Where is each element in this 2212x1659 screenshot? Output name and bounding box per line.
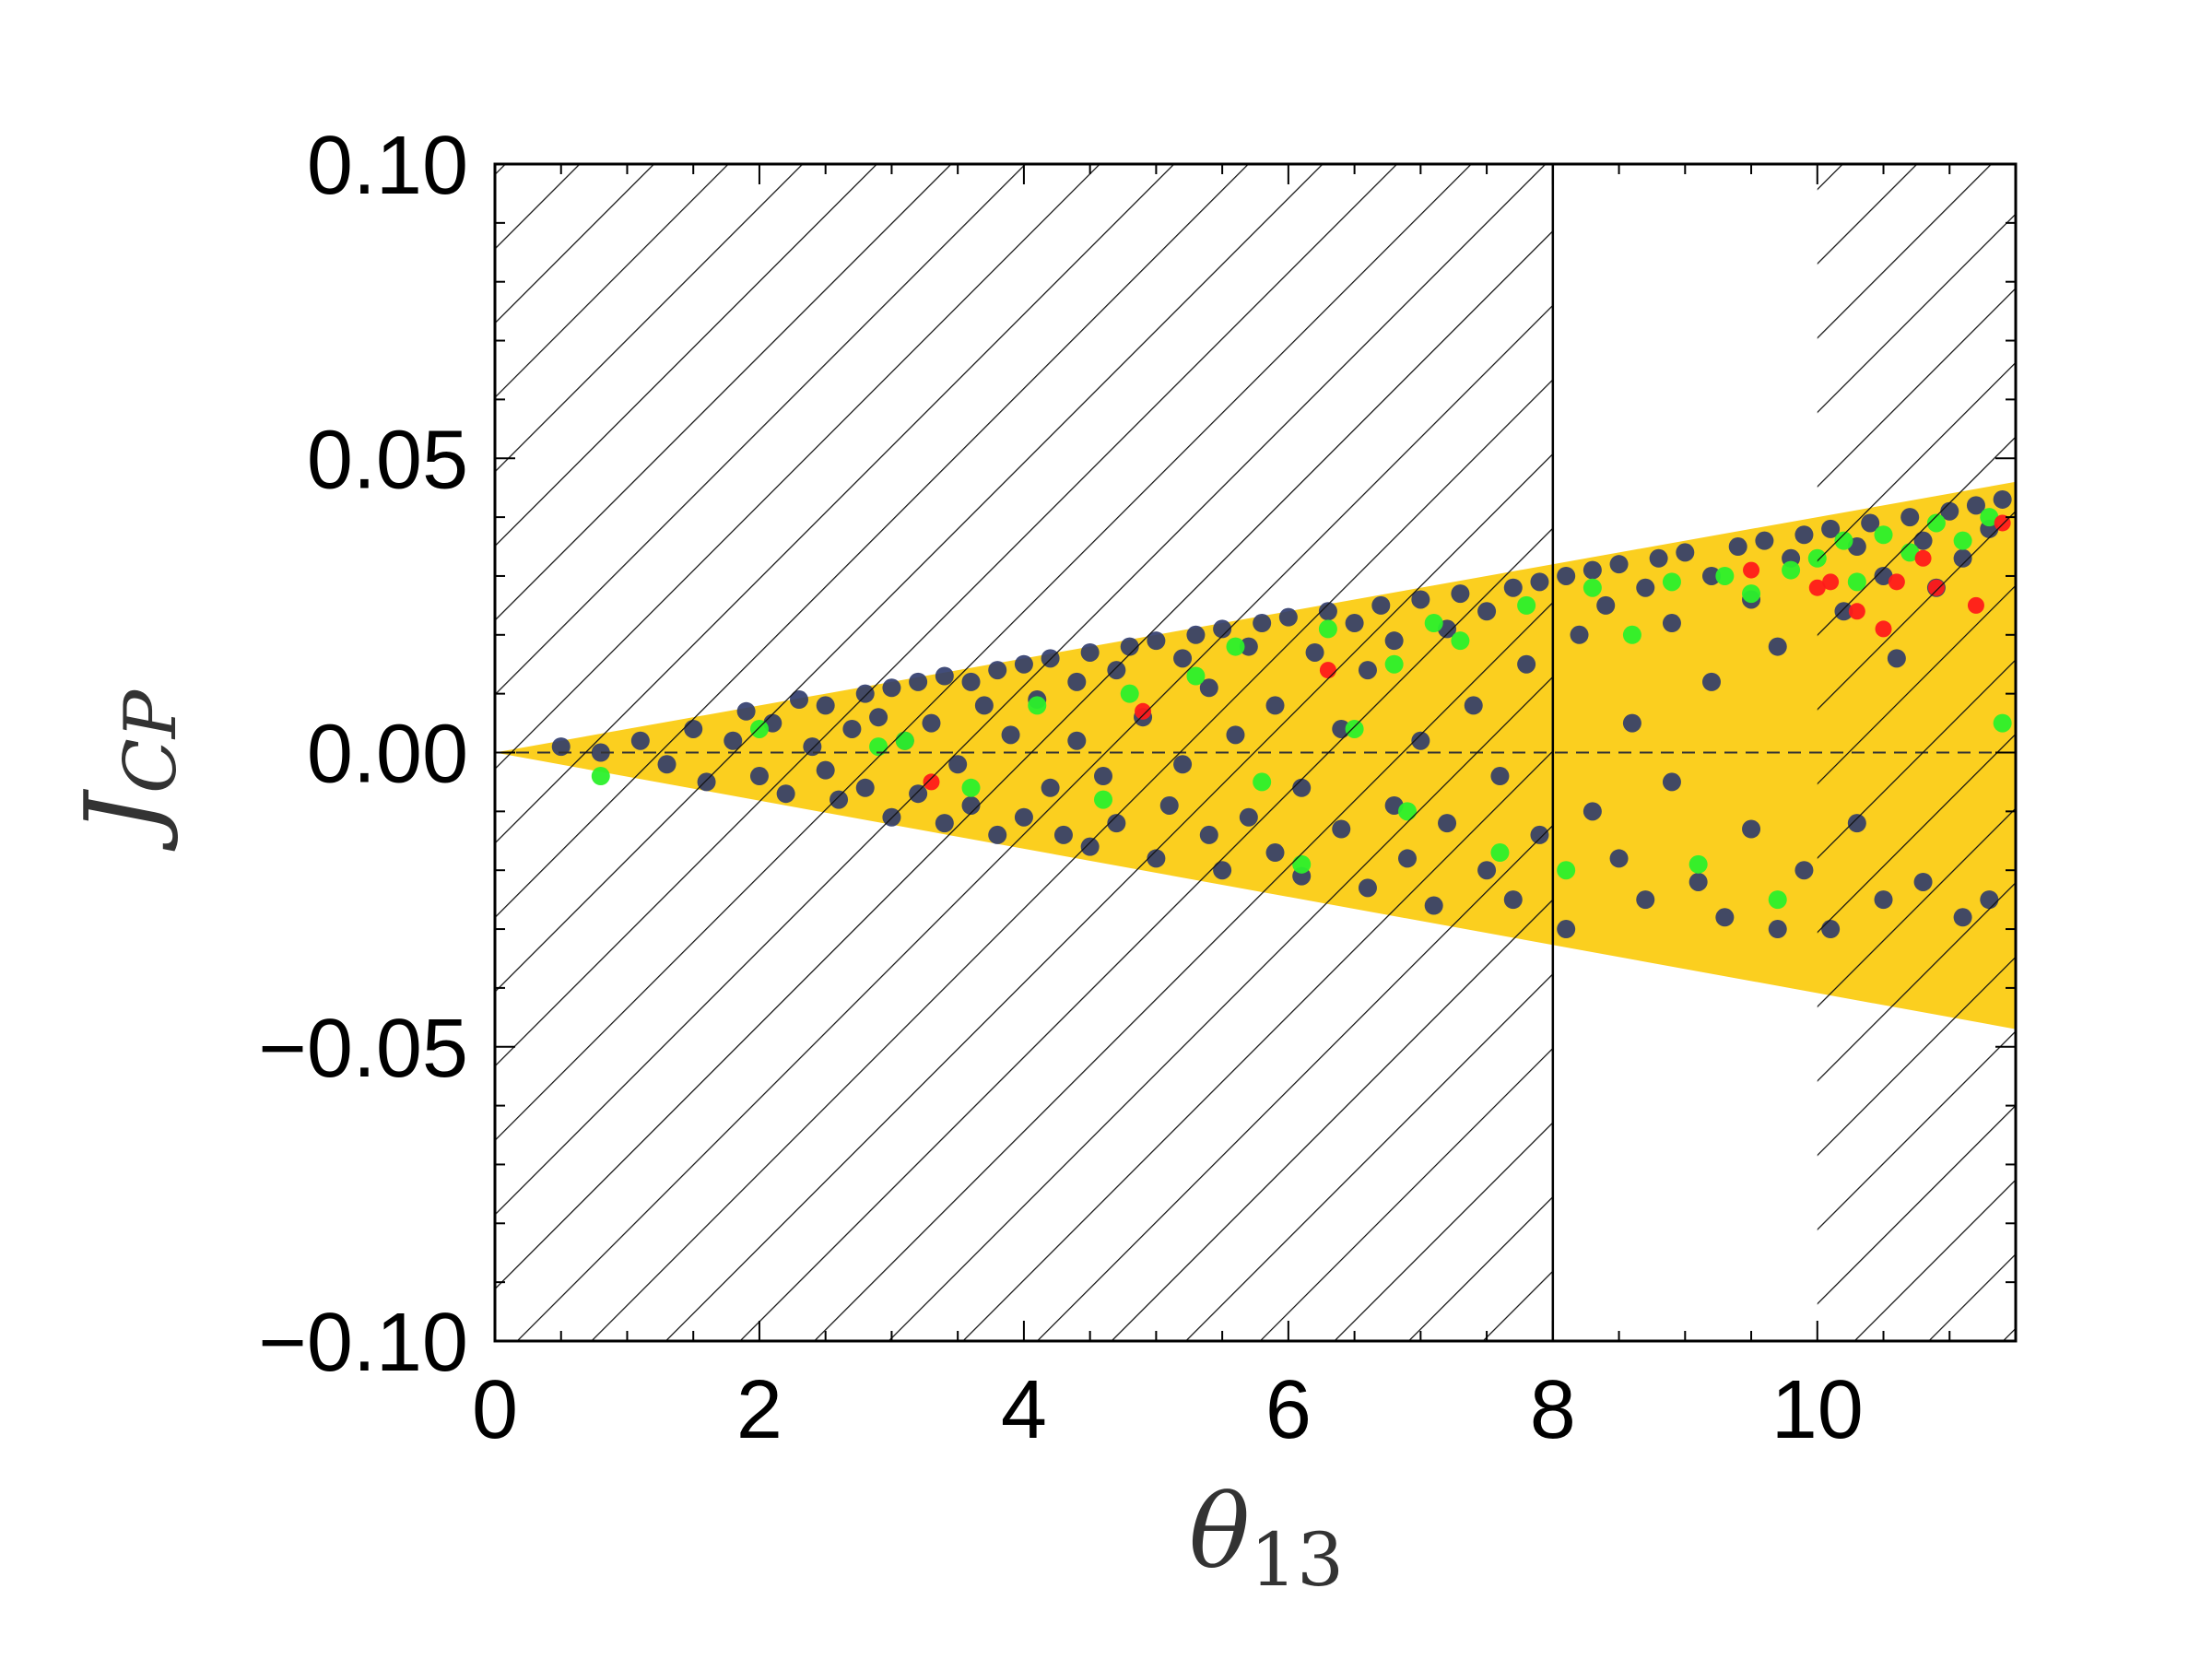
data-point: [1557, 861, 1576, 880]
data-point: [1636, 890, 1655, 910]
y-tick-labels: 0.10 0.05 0.00 −0.05 −0.10: [258, 120, 468, 1389]
data-point: [1622, 713, 1641, 733]
data-point: [1755, 531, 1774, 550]
data-point: [1636, 578, 1655, 597]
data-point: [1609, 849, 1629, 868]
data-point: [1583, 578, 1602, 597]
data-point: [1768, 637, 1787, 656]
data-point: [1715, 908, 1735, 927]
data-point: [1662, 772, 1681, 792]
hatched-region: [495, 164, 1553, 1341]
x-tick-label: 0: [472, 1364, 518, 1456]
data-point: [1583, 802, 1602, 821]
data-point: [1742, 819, 1761, 839]
data-point: [1702, 672, 1721, 691]
x-axis-label: θ13: [1189, 1473, 1344, 1603]
data-point: [1649, 548, 1668, 568]
y-tick-label: −0.10: [258, 1297, 468, 1389]
x-tick-labels: 0 2 4 6 8 10: [472, 1364, 1864, 1456]
x-tick-label: 10: [1771, 1364, 1864, 1456]
x-tick-label: 8: [1530, 1364, 1576, 1456]
data-point: [1570, 625, 1589, 644]
data-point: [1794, 525, 1814, 545]
data-point: [1794, 861, 1814, 880]
data-point: [1583, 560, 1602, 580]
y-axis-label-sub: CP: [110, 688, 193, 794]
y-tick-label: 0.00: [307, 709, 468, 801]
hatched-region: [1817, 164, 2016, 1341]
y-tick-label: 0.10: [307, 120, 468, 212]
x-axis-label-sub: 13: [1250, 1517, 1344, 1603]
data-point: [1557, 566, 1576, 585]
excluded-regions: [495, 164, 2016, 1341]
data-point: [1768, 890, 1787, 910]
y-axis-label: JCP: [63, 688, 193, 852]
y-tick-label: 0.05: [307, 414, 468, 506]
data-point: [1768, 920, 1787, 939]
x-tick-label: 4: [1001, 1364, 1047, 1456]
data-point: [1688, 872, 1708, 891]
data-point: [1676, 543, 1695, 562]
data-point: [1557, 920, 1576, 939]
data-point: [1609, 555, 1629, 574]
y-axis-label-main: J: [63, 788, 181, 852]
x-tick-label: 6: [1265, 1364, 1312, 1456]
data-point: [1662, 614, 1681, 633]
axis-ticks: [494, 163, 2017, 1342]
data-point: [1688, 854, 1708, 874]
x-tick-label: 2: [736, 1364, 782, 1456]
y-tick-label: −0.05: [258, 1003, 468, 1095]
data-point: [1743, 561, 1760, 579]
x-axis-label-main: θ: [1189, 1473, 1250, 1591]
plot-area: [495, 164, 2016, 1341]
data-point: [1662, 572, 1681, 592]
data-point: [1702, 566, 1721, 585]
data-point: [1622, 625, 1641, 644]
data-point: [1782, 560, 1801, 580]
data-point: [1596, 595, 1616, 615]
data-point: [1742, 584, 1761, 604]
data-point: [1728, 537, 1747, 557]
data-point: [1715, 566, 1735, 585]
